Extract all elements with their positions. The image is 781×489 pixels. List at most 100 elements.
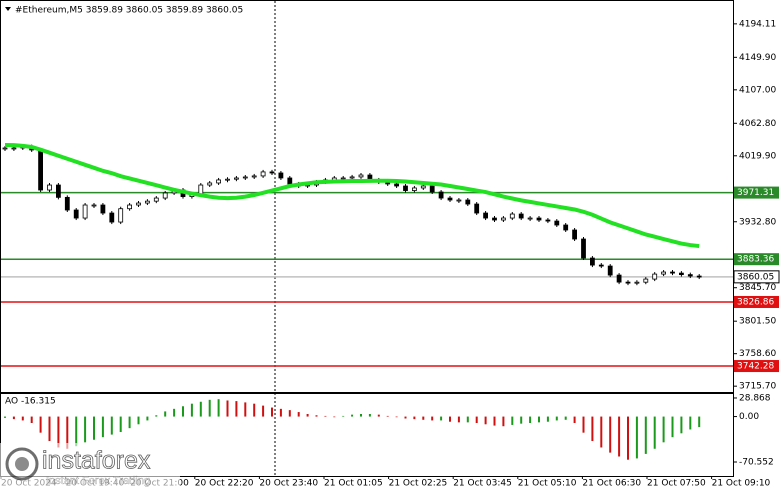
candle-body bbox=[47, 184, 52, 191]
candle-body bbox=[207, 182, 213, 186]
level-tag bbox=[734, 360, 779, 373]
candle-body bbox=[64, 196, 70, 211]
level-tag bbox=[734, 253, 779, 266]
candle-body bbox=[572, 229, 577, 240]
candle-body bbox=[643, 278, 649, 283]
y-tick-label: -70.552 bbox=[739, 457, 774, 467]
watermark-brand: instaforex bbox=[42, 447, 151, 475]
candle-body bbox=[242, 176, 248, 179]
logo-ring bbox=[5, 447, 39, 481]
candle-body bbox=[153, 197, 159, 202]
watermark-slogan: Instant Forex Trading bbox=[46, 475, 150, 487]
level-label: 3971.31 bbox=[737, 188, 774, 198]
candle-body bbox=[527, 217, 533, 220]
candle-body bbox=[447, 197, 453, 201]
level-label: 3860.05 bbox=[737, 272, 774, 282]
candle-body bbox=[162, 192, 168, 199]
candle-body bbox=[358, 174, 364, 178]
candle-body bbox=[216, 179, 222, 184]
candle-body bbox=[554, 220, 560, 226]
watermark: instaforex Instant Forex Trading bbox=[0, 443, 180, 489]
candle-body bbox=[287, 177, 293, 185]
y-tick-label: 3932.80 bbox=[739, 217, 776, 227]
candle-body bbox=[56, 184, 61, 198]
y-tick-label: 3801.50 bbox=[739, 317, 776, 327]
candle-body bbox=[518, 213, 524, 219]
candle-body bbox=[260, 171, 266, 177]
y-tick-label: 4019.90 bbox=[739, 151, 776, 161]
candle-body bbox=[278, 172, 284, 179]
candle-body bbox=[634, 281, 640, 284]
level-label: 3883.36 bbox=[737, 255, 774, 265]
candle-body bbox=[73, 209, 79, 219]
candle-body bbox=[616, 274, 622, 283]
x-tick-label: 20 Oct 22:20 bbox=[195, 479, 254, 489]
candle-body bbox=[679, 272, 684, 276]
candle-body bbox=[696, 275, 702, 278]
x-tick-label: 21 Oct 07:50 bbox=[647, 479, 706, 489]
candle-body bbox=[590, 257, 595, 266]
candle-body bbox=[11, 147, 17, 150]
y-tick-label: 3758.60 bbox=[739, 349, 776, 359]
main-panel bbox=[0, 0, 734, 393]
y-tick-label: 3715.70 bbox=[739, 382, 776, 392]
candle-body bbox=[670, 271, 675, 274]
candle-body bbox=[465, 199, 471, 205]
x-tick-label: 21 Oct 02:25 bbox=[389, 479, 448, 489]
y-tick-label: 4149.90 bbox=[739, 53, 776, 63]
candle-body bbox=[38, 149, 43, 191]
ao-title: AO -16.315 bbox=[5, 397, 56, 407]
candle-body bbox=[136, 202, 141, 206]
candle-body bbox=[545, 219, 551, 222]
y-tick-label: 4107.00 bbox=[739, 85, 776, 95]
y-tick-label: 4194.11 bbox=[739, 19, 776, 29]
logo-core bbox=[15, 457, 29, 471]
candle-body bbox=[687, 274, 693, 277]
candle-body bbox=[581, 238, 586, 259]
candle-body bbox=[411, 187, 417, 191]
candle-body bbox=[82, 204, 88, 219]
level-tag bbox=[734, 295, 779, 308]
y-tick-label: 3845.70 bbox=[739, 283, 776, 293]
candle-body bbox=[483, 212, 489, 219]
candle-body bbox=[652, 273, 658, 280]
candle-body bbox=[109, 212, 115, 223]
candle-body bbox=[403, 185, 408, 191]
y-tick-label: 28.868 bbox=[739, 393, 771, 403]
candle-body bbox=[509, 213, 515, 219]
chart-title: #Ethereum,M5 3859.89 3860.05 3859.89 386… bbox=[15, 6, 243, 16]
x-tick-label: 21 Oct 03:45 bbox=[453, 479, 512, 489]
candle-body bbox=[251, 175, 257, 178]
candle-body bbox=[598, 264, 604, 267]
candle-body bbox=[456, 199, 462, 202]
candle-body bbox=[661, 271, 666, 275]
x-tick-label: 21 Oct 09:10 bbox=[712, 479, 771, 489]
candle-body bbox=[225, 178, 230, 181]
candle-body bbox=[420, 185, 426, 189]
level-label: 3826.86 bbox=[737, 297, 774, 307]
candle-body bbox=[500, 217, 506, 221]
candle-body bbox=[144, 200, 150, 204]
level-tag bbox=[733, 270, 780, 284]
candle-body bbox=[269, 171, 275, 174]
candle-body bbox=[625, 281, 631, 284]
candle-body bbox=[536, 217, 542, 221]
x-tick-label: 21 Oct 06:30 bbox=[582, 479, 641, 489]
x-tick-label: 21 Oct 01:05 bbox=[324, 479, 383, 489]
moving-average bbox=[4, 142, 700, 249]
candle-body bbox=[492, 217, 497, 221]
y-tick-label: 0.00 bbox=[739, 412, 759, 422]
level-label: 3742.28 bbox=[737, 362, 774, 372]
x-tick-label: 21 Oct 05:10 bbox=[518, 479, 577, 489]
candle-body bbox=[607, 265, 613, 276]
candle-body bbox=[474, 203, 480, 214]
candle-body bbox=[340, 177, 346, 180]
candle-body bbox=[2, 147, 8, 150]
menu-arrow bbox=[5, 7, 11, 11]
candle-body bbox=[429, 185, 435, 193]
candle-body bbox=[118, 208, 124, 223]
candle-body bbox=[100, 204, 106, 214]
x-tick-label: 20 Oct 23:40 bbox=[259, 479, 318, 489]
candle-body bbox=[349, 176, 355, 179]
